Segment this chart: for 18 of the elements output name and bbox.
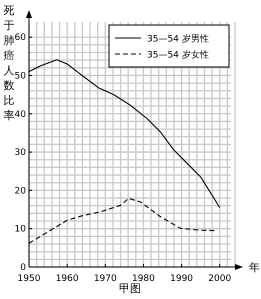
y-tick-label: 50 — [14, 71, 26, 82]
x-tick-label: 1990 — [170, 274, 194, 284]
y-tick-label: 60 — [14, 33, 26, 44]
y-tick-label: 20 — [14, 186, 26, 196]
x-tick-label: 2000 — [208, 274, 232, 284]
x-tick-label: 1980 — [132, 274, 156, 284]
x-tick-label: 1950 — [18, 274, 41, 284]
x-tick-label: 1970 — [94, 274, 118, 284]
y-tick-label: 40 — [14, 110, 26, 120]
y-axis-title: 死于肺癌人数比率 — [4, 4, 14, 122]
y-tick-label: 0 — [20, 263, 26, 273]
text: 甲图 — [119, 282, 141, 295]
x-tick-label: 1960 — [56, 274, 79, 284]
y-tick-label: 10 — [14, 224, 26, 235]
y-tick-label: 30 — [14, 148, 26, 158]
x-axis-title: 年 — [249, 261, 260, 274]
legend-label: 35—54 岁男性 — [147, 34, 209, 44]
legend-label: 35—54 岁女性 — [147, 50, 209, 60]
